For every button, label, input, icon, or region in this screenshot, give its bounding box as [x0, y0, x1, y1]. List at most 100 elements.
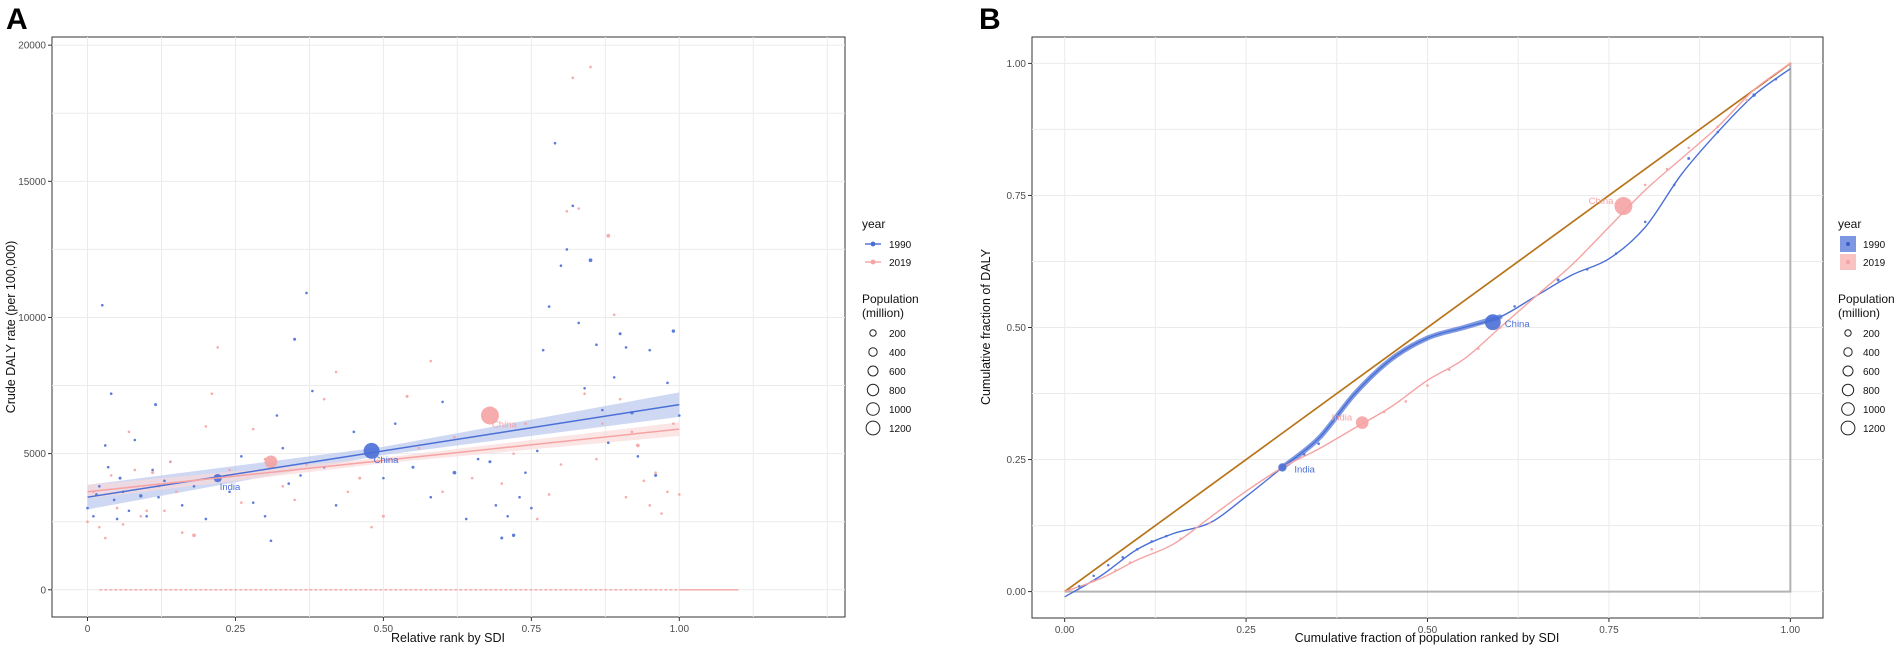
legend-size-1000-a: [866, 402, 880, 416]
point-1990-b: [1716, 130, 1720, 134]
point-2019-a: [216, 346, 220, 349]
point-2019-a: [133, 468, 137, 472]
x-tick-label-a: 0: [85, 624, 91, 635]
point-2019-a: [109, 474, 113, 477]
point-1990-a: [382, 476, 385, 480]
point-1990-b: [1513, 305, 1516, 308]
point-1990-a: [500, 536, 504, 540]
point-1990-b: [1077, 585, 1081, 588]
y-tick-label-b: 0.50: [1007, 323, 1027, 334]
y-tick-label-b: 0.75: [1007, 191, 1027, 202]
point-1990-a: [269, 539, 273, 543]
point-1990-a: [281, 446, 285, 450]
equality-diagonal-b: [1064, 62, 1791, 593]
legend-size-800-b: [1841, 383, 1855, 397]
point-1990-a: [228, 490, 231, 494]
legend-size-label-400-a: 400: [889, 348, 906, 359]
legend-label-2019-b: 2019: [1863, 258, 1886, 269]
point-1990-a: [106, 465, 110, 469]
point-label-2019-b: India: [1332, 413, 1353, 424]
point-2019-b: [1767, 77, 1770, 81]
point-2019-b: [1665, 167, 1669, 171]
x-tick-label-a: 0.50: [374, 624, 394, 635]
point-1990-a: [305, 291, 308, 295]
point-2019-a: [174, 490, 178, 494]
point-2019-a: [305, 463, 308, 466]
point-1990-a: [204, 517, 208, 521]
point-1990-a: [293, 337, 297, 341]
point-2019-a: [334, 370, 338, 374]
point-1990-a: [535, 449, 539, 453]
point-2019-b: [1447, 368, 1451, 372]
point-2019-b: [1208, 521, 1212, 525]
point-1990-a: [299, 474, 302, 477]
legend-size-label-400-b: 400: [1863, 348, 1880, 359]
legend-label-1990-b: 1990: [1863, 240, 1886, 251]
point-1990-a: [363, 442, 380, 459]
point-2019-a: [500, 482, 504, 485]
point-1990-a: [393, 422, 397, 425]
point-1990-a: [103, 444, 107, 447]
point-1990-b: [1687, 156, 1691, 160]
legend-year-title-b: year: [1838, 217, 1861, 231]
point-1990-a: [109, 392, 113, 396]
point-2019-a: [293, 498, 296, 502]
point-1990-a: [92, 514, 95, 518]
point-1990-a: [98, 484, 101, 488]
point-2019-a: [115, 506, 119, 510]
point-1990-b: [1585, 268, 1589, 271]
x-tick-label-b: 0.25: [1236, 625, 1256, 636]
x-tick-label-a: 1.00: [670, 624, 690, 635]
point-1990-a: [624, 346, 628, 349]
point-labels-a: India China China: [220, 419, 518, 493]
point-2019-a: [163, 509, 166, 513]
legend-a: year 1990 2019 Population (million) 200 …: [862, 217, 919, 436]
lorenz-frame-b: [1064, 63, 1792, 593]
point-1990-a: [577, 321, 580, 325]
point-2019-a: [630, 430, 634, 434]
point-2019-a: [577, 207, 580, 210]
point-labels-b: India China India China: [1294, 196, 1614, 475]
point-1990-a: [240, 455, 243, 458]
point-2019-a: [98, 525, 101, 529]
point-2019-a: [453, 435, 456, 439]
point-1990-a: [139, 494, 143, 498]
x-tick-label-b: 0.50: [1418, 625, 1438, 636]
point-1990-a: [494, 504, 498, 507]
point-1990-a: [154, 403, 158, 407]
legend-pop-unit-b: (million): [1838, 306, 1880, 320]
y-tick-label-a: 20000: [18, 41, 46, 52]
x-tick-label-a: 0.25: [226, 624, 246, 635]
point-1990-a: [86, 506, 89, 510]
concentration-curves-b: [1064, 62, 1791, 598]
point-2019-a: [264, 455, 278, 469]
point-1990-a: [411, 465, 415, 469]
point-1990-a: [595, 343, 598, 346]
point-1990-b: [1135, 548, 1139, 551]
point-2019-a: [346, 490, 350, 494]
legend-size-label-600-a: 600: [889, 367, 906, 378]
y-tick-label-b: 1.00: [1007, 59, 1027, 70]
legend-dot-1990-a: [870, 241, 876, 247]
point-1990-a: [488, 460, 492, 464]
point-2019-a: [654, 471, 657, 474]
panel-b: B India China India China 0.00 0.25 0.50 0.75 1…: [979, 3, 1895, 645]
point-2019-a: [606, 233, 611, 238]
equality-line-b: [1064, 62, 1791, 593]
point-1990-a: [511, 533, 516, 538]
point-label-1990-a: India: [220, 482, 241, 493]
legend-size-200-a: [869, 329, 877, 337]
point-1990-a: [157, 495, 160, 499]
point-1990-a: [636, 455, 640, 458]
legend-size-label-600-b: 600: [1863, 367, 1880, 378]
point-2019-a: [583, 392, 586, 396]
point-2019-a: [589, 65, 592, 69]
point-2019-b: [1355, 416, 1369, 429]
legend-size-600-b: [1842, 365, 1854, 377]
legend-label-1990-a: 1990: [889, 240, 912, 251]
point-2019-a: [103, 536, 107, 540]
legend-pop-title-b: Population: [1838, 292, 1895, 306]
point-label-2019-a: China: [492, 419, 518, 430]
legend-label-2019-a: 2019: [889, 258, 912, 269]
